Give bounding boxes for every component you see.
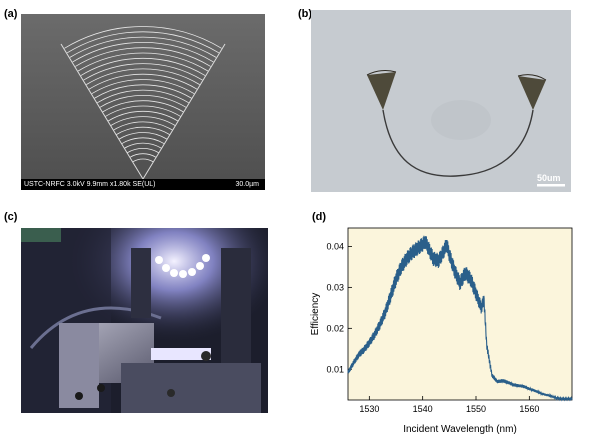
grating-fan-graphic xyxy=(21,14,265,190)
grating-arc xyxy=(110,116,176,126)
x-tick-label: 1540 xyxy=(413,404,433,414)
grating-arc xyxy=(127,148,159,154)
sem-info-text: USTC-NRFC 3.0kV 9.9mm x1.80k SE(UL) xyxy=(24,181,156,188)
grating-arc xyxy=(72,42,214,63)
grating-arc xyxy=(64,26,222,49)
sem-info-bar: USTC-NRFC 3.0kV 9.9mm x1.80k SE(UL) 30.0… xyxy=(21,179,265,190)
sem-image: USTC-NRFC 3.0kV 9.9mm x1.80k SE(UL) 30.0… xyxy=(21,14,265,190)
grating-arc xyxy=(132,158,154,163)
setup-photo-graphic xyxy=(21,228,268,413)
grating-arc xyxy=(80,57,206,76)
grating-arc xyxy=(66,31,220,54)
grating-arc xyxy=(94,84,192,99)
grating-arc xyxy=(69,36,217,58)
grating-arc xyxy=(118,132,168,140)
sem-scale-text: 30.0µm xyxy=(235,181,260,188)
x-tick-label: 1550 xyxy=(466,404,486,414)
x-axis-label: Incident Wavelength (nm) xyxy=(403,424,517,435)
grating-arc xyxy=(124,142,162,149)
grating-arc xyxy=(83,63,203,81)
y-tick-label: 0.01 xyxy=(326,364,344,374)
panel-label-c: (c) xyxy=(4,211,18,223)
x-tick-label: 1530 xyxy=(359,404,379,414)
x-tick-label: 1560 xyxy=(519,404,539,414)
grating-arc xyxy=(75,47,211,67)
panel-label-b: (b) xyxy=(298,8,313,20)
grating-arc xyxy=(91,79,195,95)
grating-arc xyxy=(105,105,181,117)
panel-label-d: (d) xyxy=(312,211,327,223)
grating-arc xyxy=(102,100,184,113)
grating-arc xyxy=(107,110,179,122)
y-axis-label: Efficiency xyxy=(310,293,321,336)
grating-arc xyxy=(77,52,209,72)
waveguide-graphic xyxy=(311,10,571,192)
panel-label-a: (a) xyxy=(4,8,18,20)
scale-bar-label: 50um xyxy=(537,173,561,183)
grating-arc xyxy=(86,68,200,85)
efficiency-line xyxy=(347,235,573,402)
setup-photo xyxy=(21,228,268,413)
grating-arc xyxy=(116,126,170,135)
y-tick-label: 0.04 xyxy=(326,241,344,251)
grating-arc xyxy=(97,89,189,104)
grating-arc xyxy=(113,121,173,131)
grating-arc xyxy=(99,95,187,108)
grating-arc xyxy=(121,137,165,145)
grating-arc xyxy=(88,73,198,90)
optical-micrograph: 50um xyxy=(311,10,571,192)
y-tick-label: 0.03 xyxy=(326,282,344,292)
y-tick-label: 0.02 xyxy=(326,323,344,333)
grating-arc xyxy=(129,153,157,158)
plot-background xyxy=(347,227,573,401)
